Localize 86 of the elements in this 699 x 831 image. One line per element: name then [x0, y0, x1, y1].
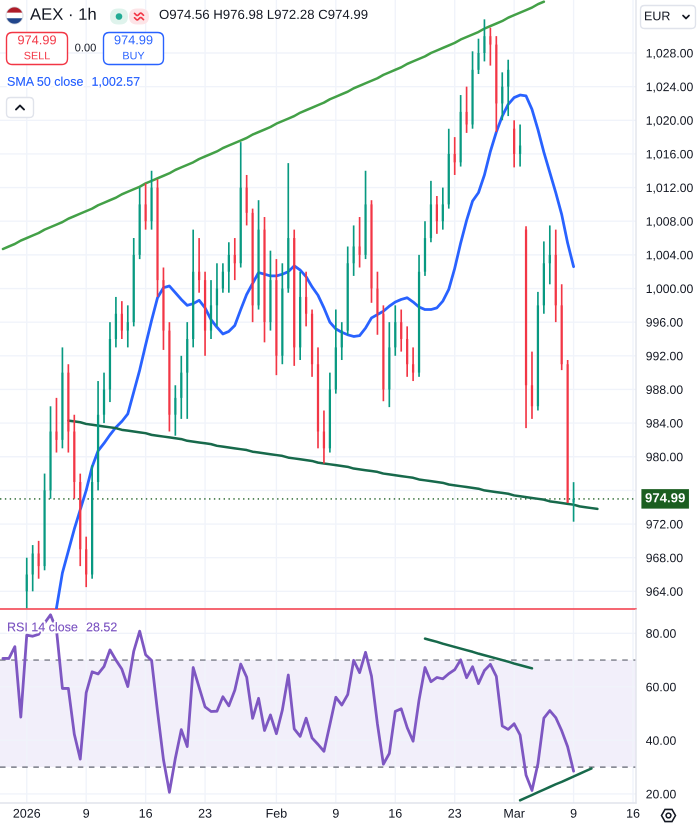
- candlestick: [507, 58, 510, 117]
- candlestick: [287, 162, 290, 294]
- candlestick: [448, 128, 450, 210]
- x-tick-label: 9: [332, 808, 339, 818]
- candlestick: [240, 141, 242, 268]
- x-tick-label: 2026: [13, 808, 40, 818]
- x-tick-label: 9: [570, 808, 576, 818]
- line-series: [518, 767, 593, 802]
- line-series: [424, 637, 534, 670]
- y-tick-label: 80.00: [646, 629, 676, 638]
- candlestick: [186, 321, 188, 420]
- candlestick: [38, 540, 40, 580]
- candlestick: [138, 186, 141, 260]
- candlestick: [180, 354, 182, 420]
- text: EUR: [645, 12, 670, 20]
- x-tick-label: Mar: [504, 809, 525, 818]
- candlestick: [32, 544, 34, 592]
- candlestick: [442, 186, 444, 230]
- x-tick-label: 16: [627, 808, 640, 818]
- candlestick: [489, 26, 492, 66]
- annotation: SELL: [24, 52, 50, 60]
- y-tick-label: 984.00: [646, 419, 683, 428]
- candlestick: [192, 228, 194, 348]
- candlestick: [394, 304, 396, 357]
- candlestick: [174, 384, 176, 437]
- candlestick: [126, 304, 129, 348]
- candlestick: [548, 224, 551, 286]
- candlestick: [346, 246, 349, 336]
- candlestick: [340, 321, 343, 361]
- y-tick-label: 1,028.00: [646, 48, 693, 59]
- x-tick-label: 23: [448, 808, 462, 818]
- y-tick-label: 964.00: [646, 587, 683, 596]
- line-series: [2, 0, 546, 250]
- y-tick-label: 1,020.00: [646, 116, 693, 126]
- annotation: 0.00: [75, 44, 96, 52]
- candlestick: [198, 237, 200, 294]
- x-tick-label: 9: [83, 808, 90, 818]
- x-tick-label: 16: [140, 808, 152, 818]
- candlestick: [436, 195, 438, 235]
- candlestick: [85, 536, 88, 588]
- line-series: [67, 419, 599, 510]
- y-tick-label: 996.00: [646, 318, 683, 327]
- y-tick-label: 988.00: [646, 385, 683, 394]
- annotation: 1,002.57: [92, 77, 140, 88]
- annotation: BUY: [123, 52, 144, 60]
- y-tick-label: 1,016.00: [646, 150, 693, 160]
- y-tick-label: 992.00: [646, 352, 683, 360]
- line-series: [2, 613, 575, 794]
- candlestick: [352, 224, 355, 277]
- candlestick: [26, 556, 28, 609]
- candlestick: [73, 414, 76, 500]
- candlestick: [293, 228, 296, 367]
- text: SMA 50 close: [8, 76, 83, 86]
- candlestick: [501, 72, 504, 122]
- candlestick: [560, 283, 563, 371]
- candlestick: [228, 241, 230, 294]
- candlestick: [234, 237, 236, 281]
- y-tick-label: 1,024.00: [646, 82, 693, 93]
- y-tick-label: 1,012.00: [646, 183, 693, 194]
- candlestick: [554, 228, 557, 323]
- annotation: O974.56 H976.98 L972.28 C974.99: [160, 10, 368, 20]
- annotation: 28.52: [86, 622, 117, 632]
- y-tick-label: 1,000.00: [646, 284, 693, 295]
- y-tick-label: 972.00: [646, 520, 683, 529]
- y-tick-label: 1,004.00: [646, 250, 693, 261]
- ref-line-label: 974.99: [645, 493, 685, 502]
- x-tick-label: 16: [389, 808, 402, 818]
- line-series: [55, 94, 575, 609]
- y-tick-label: 20.00: [646, 790, 676, 798]
- x-tick-label: 23: [198, 808, 212, 818]
- candlestick: [454, 136, 456, 176]
- y-tick-label: 40.00: [646, 736, 676, 745]
- y-tick-label: 60.00: [646, 682, 676, 692]
- candlestick: [79, 472, 82, 567]
- candlestick: [400, 308, 402, 352]
- x-tick-label: Feb: [266, 808, 287, 818]
- annotation: 974.99: [114, 35, 152, 44]
- y-tick-label: 968.00: [646, 554, 683, 562]
- candlestick: [495, 35, 498, 133]
- y-tick-label: 1,008.00: [646, 217, 693, 228]
- candlestick: [132, 237, 135, 328]
- candlestick: [120, 300, 123, 340]
- annotation: 974.99: [18, 35, 56, 44]
- y-tick-label: 980.00: [646, 452, 683, 462]
- chart-title: AEX · 1h: [30, 8, 96, 20]
- candlestick: [144, 182, 147, 230]
